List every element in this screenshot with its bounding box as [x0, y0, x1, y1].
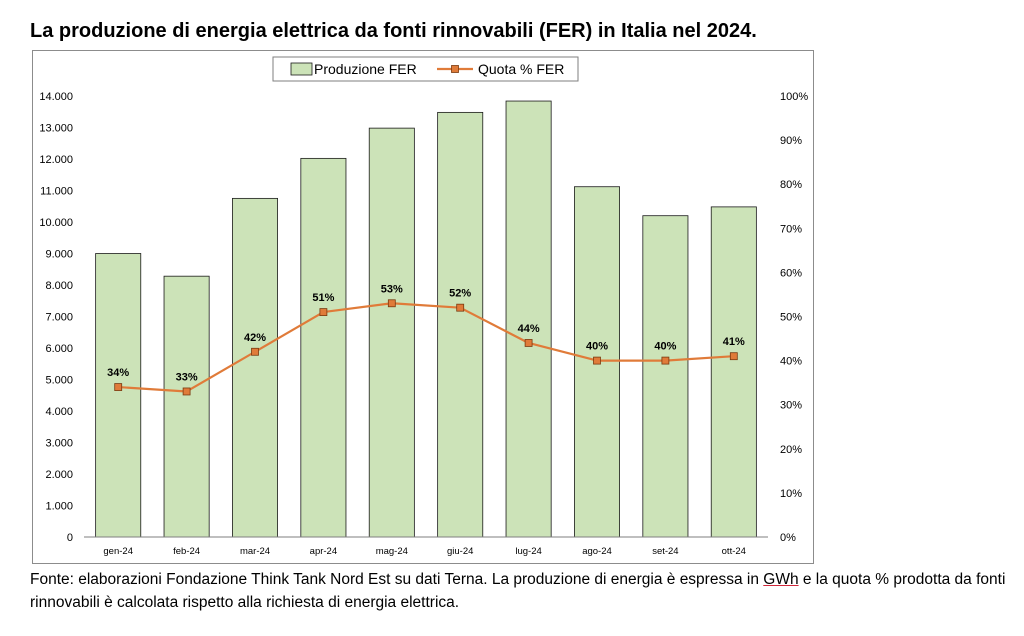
data-label: 51% [312, 292, 334, 304]
chart-title: La produzione di energia elettrica da fo… [30, 20, 757, 42]
x-tick-label: lug-24 [515, 546, 541, 557]
line-point [114, 383, 123, 391]
data-label: 33% [176, 371, 198, 383]
source-note-text-end: e la quota % prodotta da fonti rinnovabi… [30, 571, 1006, 611]
bar [95, 253, 142, 538]
data-label: 34% [107, 367, 129, 379]
x-tick-label: giu-24 [447, 546, 473, 557]
line-point [182, 387, 191, 396]
data-label: 53% [381, 283, 403, 295]
y-right-tick-label: 0% [780, 532, 796, 544]
y-left-tick-label: 8.000 [45, 280, 73, 292]
y-left-tick-label: 13.000 [39, 123, 73, 135]
x-tick-label: feb-24 [173, 546, 200, 557]
line-point [593, 356, 601, 365]
y-left-tick-label: 11.000 [40, 186, 73, 198]
line-point [661, 356, 670, 365]
bar [163, 275, 210, 538]
bar [505, 100, 552, 538]
bar [300, 157, 347, 538]
x-tick-label: mar-24 [240, 546, 270, 557]
data-label: 41% [723, 336, 745, 348]
y-left-tick-label: 10.000 [39, 217, 73, 229]
y-right-tick-label: 30% [780, 400, 802, 412]
source-note: Fonte: elaborazioni Fondazione Think Tan… [30, 568, 1020, 614]
y-right-tick-label: 100% [780, 91, 808, 103]
x-tick-label: apr-24 [310, 546, 337, 557]
x-tick-label: ago-24 [582, 546, 612, 557]
chart-frame [32, 50, 814, 564]
y-right-tick-label: 90% [780, 135, 802, 147]
legend-swatch-marker [451, 65, 459, 73]
y-right-tick-label: 50% [780, 312, 802, 324]
y-left-tick-label: 12.000 [39, 154, 73, 166]
x-tick-label: gen-24 [103, 546, 133, 557]
legend-label-bar: Produzione FER [314, 61, 417, 77]
y-left-tick-label: 5.000 [45, 375, 73, 387]
legend-swatch-bar [290, 62, 313, 76]
source-note-text: Fonte: elaborazioni Fondazione Think Tan… [30, 571, 764, 588]
data-label: 52% [449, 288, 471, 300]
y-left-tick-label: 4.000 [45, 406, 73, 418]
quota-line [118, 302, 734, 393]
y-right-tick-label: 10% [780, 488, 802, 500]
line-point [524, 339, 533, 347]
legend-box [272, 56, 579, 82]
line-point [387, 299, 396, 308]
bar [642, 215, 689, 538]
line-point [319, 308, 328, 316]
y-left-tick-label: 2.000 [45, 469, 73, 481]
data-label: 42% [244, 332, 266, 344]
legend-label-line: Quota % FER [478, 61, 564, 77]
x-tick-label: mag-24 [376, 546, 408, 557]
y-left-tick-label: 7.000 [45, 312, 73, 324]
x-tick-label: ott-24 [722, 546, 746, 557]
y-right-tick-label: 80% [780, 179, 802, 191]
line-point [251, 347, 259, 356]
line-point [456, 303, 465, 312]
y-left-tick-label: 0 [67, 532, 73, 544]
y-left-tick-label: 9.000 [45, 249, 73, 261]
bar [437, 111, 484, 538]
y-left-tick-label: 6.000 [45, 343, 73, 355]
x-tick-label: set-24 [652, 546, 678, 557]
y-right-tick-label: 40% [780, 356, 802, 368]
y-left-tick-label: 1.000 [45, 501, 73, 513]
bar [710, 206, 757, 538]
y-right-tick-label: 60% [780, 267, 802, 279]
data-label: 40% [586, 341, 608, 353]
bar [232, 197, 278, 538]
data-label: 44% [518, 323, 540, 335]
line-point [729, 352, 738, 361]
y-right-tick-label: 70% [780, 223, 802, 235]
y-right-tick-label: 20% [780, 444, 802, 456]
source-note-unit: GWh [763, 571, 799, 588]
y-left-tick-label: 3.000 [45, 438, 73, 450]
bar [368, 127, 415, 538]
chart-svg: 0 1.000 2.000 3.000 4.000 5.000 6.000 7.000 8.00… [39, 56, 808, 557]
data-label: 40% [654, 341, 676, 353]
y-left-tick-label: 14.000 [39, 91, 73, 103]
